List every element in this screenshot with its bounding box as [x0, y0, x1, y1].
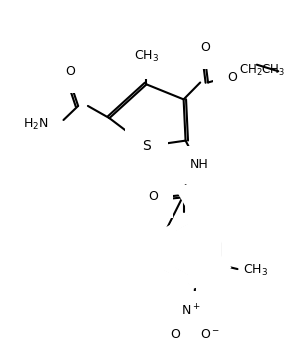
- Text: CH$_3$: CH$_3$: [134, 49, 159, 64]
- Text: O$^-$: O$^-$: [200, 328, 220, 338]
- Text: O: O: [228, 71, 237, 84]
- Text: NH: NH: [190, 159, 209, 171]
- Text: H$_2$N: H$_2$N: [23, 117, 49, 132]
- Text: O: O: [170, 328, 180, 338]
- Text: S: S: [142, 139, 151, 153]
- Text: CH$_2$CH$_3$: CH$_2$CH$_3$: [239, 63, 286, 78]
- Text: O: O: [200, 41, 210, 54]
- Text: CH$_3$: CH$_3$: [243, 263, 268, 279]
- Text: O: O: [65, 65, 75, 78]
- Text: N$^+$: N$^+$: [181, 304, 200, 319]
- Text: O: O: [148, 190, 158, 203]
